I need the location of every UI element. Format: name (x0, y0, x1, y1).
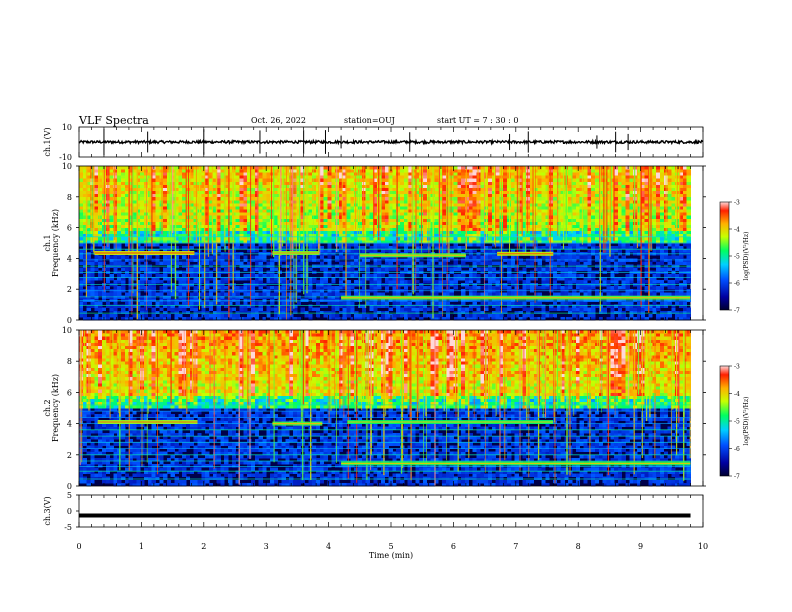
y-axis-label: ch.1 (43, 234, 52, 251)
spectrogram-vertical-bursts (79, 330, 691, 486)
colorbar-gradient (719, 365, 730, 477)
y-tick-label: 0 (67, 482, 72, 491)
y-axis-label: ch.3(V) (43, 496, 52, 525)
x-tick-label: 8 (576, 542, 581, 551)
x-tick-label: 1 (139, 542, 144, 551)
y-tick-label: 5 (67, 491, 72, 500)
figure-station: station=OUJ (344, 116, 395, 125)
colorbar: -3 -4 -5 -6 -7 log(PSD)(V²/Hz) (719, 364, 750, 481)
figure-date: Oct. 26, 2022 (251, 116, 306, 125)
x-tick-label: 5 (388, 542, 393, 551)
spectrogram-bands (94, 251, 691, 300)
y-axis-label: ch.2 (43, 399, 52, 416)
colorbar-tick-label: -7 (734, 474, 740, 481)
x-tick-label: 4 (326, 542, 331, 551)
waveform-ch1: 10 -10 ch.1(V) (43, 123, 704, 162)
y-tick-label: 6 (67, 388, 72, 397)
y-axis-label: Frequency (kHz) (51, 209, 60, 277)
figure-title: VLF Spectra (79, 114, 149, 127)
y-tick-label: 10 (62, 326, 72, 335)
x-tick-label: 2 (201, 542, 206, 551)
y-tick-label: 8 (67, 193, 72, 202)
spectrogram-bands (97, 420, 691, 466)
colorbar-gradient (719, 201, 730, 311)
y-tick-label: 6 (67, 224, 72, 233)
colorbar: -3 -4 -5 -6 -7 log(PSD)(V²/Hz) (719, 200, 750, 315)
y-tick-label: 0 (67, 507, 72, 516)
y-tick-label: 0 (67, 316, 72, 325)
y-tick-label: 10 (62, 123, 72, 132)
colorbar-tick-label: -4 (734, 391, 740, 398)
colorbar-tick-label: -4 (734, 227, 740, 234)
figure-start-time: start UT = 7 : 30 : 0 (437, 116, 519, 125)
time-ticks (78, 127, 704, 527)
spectrogram-cells (79, 330, 691, 487)
x-tick-label: 9 (638, 542, 643, 551)
x-axis: 0 1 2 3 4 5 6 7 8 9 10 Time (min) (76, 542, 708, 560)
waveform-ch3: 5 0 -5 ch.3(V) (43, 491, 704, 532)
spectrogram-ch1: 0 2 4 6 8 10 ch.1 Frequency (kHz) -3 -4 -5 -6 -7 log(… (43, 162, 750, 325)
colorbar-tick-label: -3 (734, 364, 740, 371)
spectrogram-vertical-bursts (85, 166, 681, 320)
colorbar-label: log(PSD)(V²/Hz) (743, 232, 750, 281)
x-tick-label: 3 (264, 542, 269, 551)
y-tick-label: 2 (67, 451, 72, 460)
colorbar-label: log(PSD)(V²/Hz) (743, 397, 750, 446)
colorbar-tick-label: -3 (734, 200, 740, 207)
colorbar-tick-label: -5 (734, 254, 740, 261)
y-tick-label: -10 (59, 153, 72, 162)
colorbar-tick-label: -5 (734, 419, 740, 426)
y-tick-label: 2 (67, 285, 72, 294)
x-axis-label: Time (min) (369, 551, 413, 560)
x-tick-label: 10 (698, 542, 708, 551)
colorbar-tick-label: -6 (734, 281, 740, 288)
spectrogram-ch2: 0 2 4 6 8 10 ch.2 Frequency (kHz) -3 -4 -5 -6 -7 log(… (43, 326, 750, 491)
y-tick-label: 10 (62, 162, 72, 171)
y-tick-label: 4 (67, 254, 72, 263)
colorbar-tick-label: -7 (734, 308, 740, 315)
x-tick-label: 7 (513, 542, 518, 551)
y-tick-label: 8 (67, 357, 72, 366)
y-axis-label: Frequency (kHz) (51, 374, 60, 442)
x-tick-label: 0 (76, 542, 81, 551)
waveform-trace (78, 138, 704, 146)
y-tick-label: -5 (64, 523, 72, 532)
colorbar-tick-label: -6 (734, 446, 740, 453)
x-tick-label: 6 (451, 542, 456, 551)
y-tick-label: 4 (67, 420, 72, 429)
y-axis-label: ch.1(V) (43, 127, 52, 156)
spectrogram-horizontal-lines (79, 236, 691, 314)
